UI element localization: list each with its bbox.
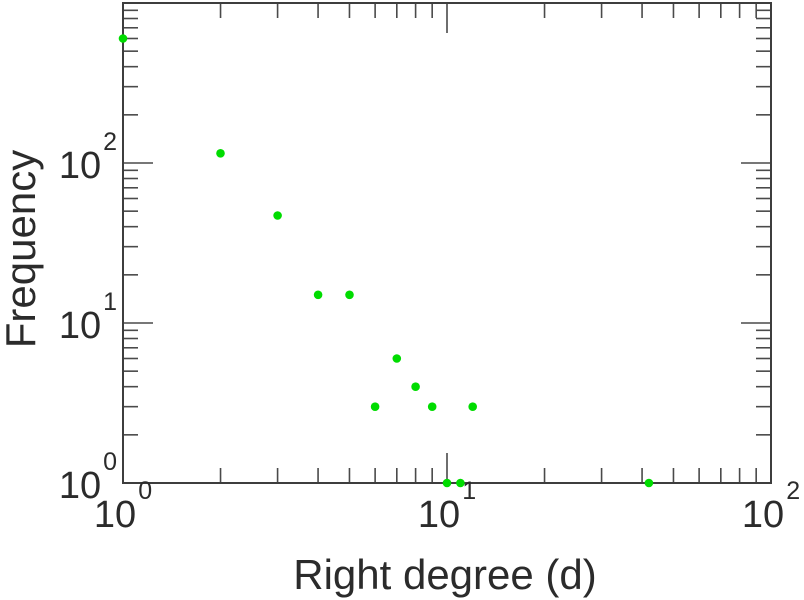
data-point: [442, 478, 452, 488]
data-point: [313, 290, 323, 300]
plot-border: [122, 2, 772, 484]
data-point: [216, 149, 225, 158]
y-axis-title: Frequency: [0, 149, 44, 349]
data-point: [273, 211, 282, 220]
data-point: [468, 402, 478, 412]
x-tick-label: 102: [741, 477, 801, 536]
y-tick-label: 100: [58, 448, 117, 507]
data-point: [370, 402, 380, 412]
data-point: [427, 402, 437, 412]
data-point: [118, 34, 128, 43]
x-axis-title: Right degree (d): [293, 551, 597, 598]
data-point: [644, 478, 654, 488]
data-point: [411, 382, 420, 392]
y-tick-label: 102: [58, 128, 117, 187]
data-point: [392, 354, 402, 363]
y-tick-label: 101: [58, 288, 117, 347]
data-point: [345, 290, 354, 300]
data-point: [456, 478, 465, 488]
x-tick-label: 100: [93, 477, 153, 536]
x-tick-label: 101: [417, 477, 477, 536]
